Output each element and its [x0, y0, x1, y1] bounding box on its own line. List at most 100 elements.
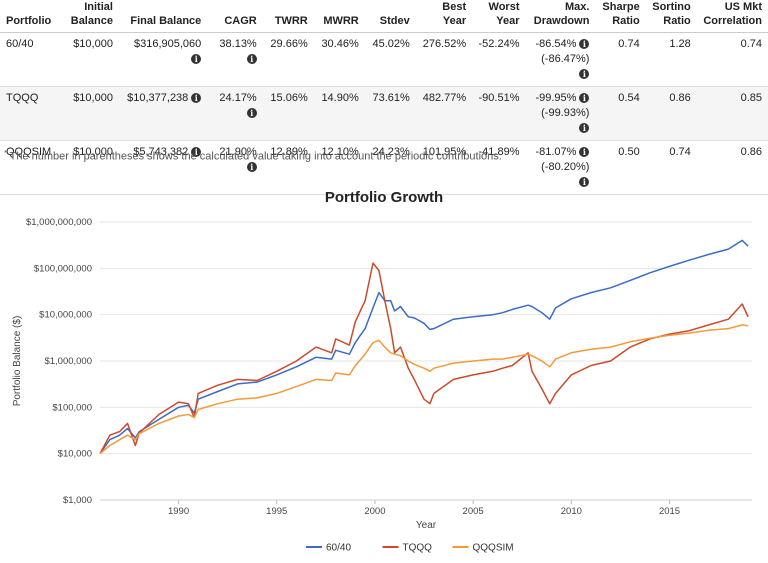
cell-portfolio: TQQQ [0, 86, 62, 141]
cell-correlation: 0.74 [696, 32, 768, 87]
col-header-best-year: Best Year [415, 0, 473, 33]
cell-maxdd-value: -81.07% [535, 146, 577, 158]
cell-maxdd-value: -86.54% [535, 38, 577, 50]
cell-mwrr: 12.10% [313, 140, 365, 195]
table-row: TQQQ $10,000 $10,377,238 i 24.17%i 15.06%… [0, 86, 768, 141]
cell-maxdd-value: -99.95% [535, 92, 577, 104]
info-icon[interactable]: i [246, 162, 257, 173]
info-icon[interactable]: i [579, 147, 590, 158]
col-header-stdev: Stdev [364, 0, 416, 33]
info-icon[interactable]: i [191, 93, 202, 104]
footnote: * The number in parentheses shows the ca… [4, 150, 502, 163]
info-icon[interactable]: i [246, 108, 257, 119]
x-tick-label: 1995 [266, 506, 287, 517]
cell-best-year: 276.52% [415, 32, 473, 87]
col-header-worst-year: Worst Year [472, 0, 526, 33]
cell-final-value: $316,905,060 [134, 38, 202, 50]
cell-sharpe: 0.74 [595, 32, 646, 87]
x-tick-label: 2000 [364, 506, 385, 517]
series-line-qqqsim [99, 324, 749, 455]
cell-max-drawdown: -86.54% i (-86.47%)i [525, 32, 596, 87]
y-tick-label: $10,000 [58, 449, 92, 460]
cell-final: $10,377,238 i [118, 86, 208, 141]
col-header-twrr: TWRR [262, 0, 314, 33]
y-axis-ticks: $1,000 $10,000 $100,000 $1,000,000 $10,000,0… [26, 217, 92, 506]
footnote-mark: * [4, 150, 7, 157]
info-icon[interactable]: i [246, 54, 257, 65]
series-line-tqqq [99, 262, 749, 455]
cell-portfolio: 60/40 [0, 32, 62, 87]
cell-stdev: 24.23% [364, 140, 416, 195]
cell-mwrr: 30.46% [313, 32, 365, 87]
cell-worst-year: -90.51% [472, 86, 526, 141]
y-tick-label: $1,000,000,000 [26, 217, 92, 228]
info-icon[interactable]: i [579, 39, 590, 50]
cell-best-year: 101.95% [415, 140, 473, 195]
cell-sharpe: 0.54 [595, 86, 646, 141]
cell-initial: $10,000 [61, 140, 119, 195]
col-header-final-balance: Final Balance [118, 0, 208, 33]
x-axis-ticks: 1990 1995 2000 2005 2010 2015 [168, 500, 680, 517]
x-tick-label: 2015 [659, 506, 680, 517]
cell-maxdd-contrib: (-99.93%) [541, 107, 590, 119]
cell-max-drawdown: -99.95% i (-99.93%)i [525, 86, 596, 141]
cell-final: $5,743,382 i [118, 140, 208, 195]
cell-cagr-value: 24.17% [219, 92, 257, 104]
cell-sharpe: 0.50 [595, 140, 646, 195]
cell-cagr-value: 38.13% [219, 38, 257, 50]
y-tick-label: $1,000 [63, 495, 92, 506]
cell-maxdd-contrib: (-80.20%) [541, 161, 590, 173]
info-icon[interactable]: i [579, 177, 590, 188]
cell-final-value: $10,377,238 [127, 92, 189, 104]
info-icon[interactable]: i [579, 123, 590, 134]
cell-initial: $10,000 [61, 86, 119, 141]
col-header-cagr: CAGR [207, 0, 263, 33]
cell-worst-year: -52.24% [472, 32, 526, 87]
cell-twrr: 15.06% [262, 86, 314, 141]
portfolio-stats-table: Portfolio Initial Balance Final Balance … [0, 0, 768, 195]
x-tick-label: 2005 [463, 506, 484, 517]
y-tick-label: $10,000,000 [39, 310, 92, 321]
series-line-6040 [99, 239, 749, 455]
col-header-initial-balance: Initial Balance [61, 0, 119, 33]
y-tick-label: $100,000,000 [34, 263, 92, 274]
x-axis-label: Year [416, 520, 437, 531]
chart-title: Portfolio Growth [325, 189, 443, 206]
col-header-us-mkt-correlation: US Mkt Correlation [696, 0, 768, 33]
info-icon[interactable]: i [579, 93, 590, 104]
cell-maxdd-contrib: (-86.47%) [541, 53, 590, 65]
table-row: 60/40 $10,000 $316,905,060 i 38.13% i 29.6… [0, 32, 768, 87]
info-icon[interactable]: i [191, 147, 202, 158]
cell-final: $316,905,060 i [118, 32, 208, 87]
cell-correlation: 0.86 [696, 140, 768, 195]
info-icon[interactable]: i [579, 69, 590, 80]
cell-sortino: 0.86 [645, 86, 697, 141]
cell-final-value: $5,743,382 [133, 146, 189, 158]
cell-initial: $10,000 [61, 32, 119, 87]
cell-stdev: 73.61% [364, 86, 416, 141]
cell-worst-year: -41.89% [472, 140, 526, 195]
col-header-max-drawdown: Max. Drawdown [525, 0, 596, 33]
info-icon[interactable]: i [191, 54, 202, 65]
legend-label: QQQSIM [473, 543, 514, 554]
table-header-row: Portfolio Initial Balance Final Balance … [0, 0, 768, 33]
cell-mwrr: 14.90% [313, 86, 365, 141]
table-row: QQQSIM $10,000 $5,743,382 i 21.90%i 12.89… [0, 140, 768, 195]
x-tick-label: 1990 [168, 506, 189, 517]
cell-stdev: 45.02% [364, 32, 416, 87]
cell-cagr: 24.17% i [207, 86, 263, 141]
cell-cagr: 21.90% i [207, 140, 263, 195]
cell-sortino: 1.28 [645, 32, 697, 87]
x-tick-label: 2010 [561, 506, 582, 517]
legend-label: TQQQ [403, 543, 433, 554]
cell-correlation: 0.85 [696, 86, 768, 141]
col-header-mwrr: MWRR [313, 0, 365, 33]
portfolio-growth-chart: Portfolio Growth $1,000$10,000$100,000$1… [12, 189, 752, 554]
cell-max-drawdown: -81.07% i (-80.20%)i [525, 140, 596, 195]
col-header-sortino-ratio: Sortino Ratio [645, 0, 697, 33]
series-lines [99, 239, 749, 455]
footnote-text: The number in parentheses shows the calc… [9, 150, 502, 163]
cell-best-year: 482.77% [415, 86, 473, 141]
y-tick-label: $1,000,000 [44, 356, 92, 367]
cell-cagr: 38.13% i [207, 32, 263, 87]
